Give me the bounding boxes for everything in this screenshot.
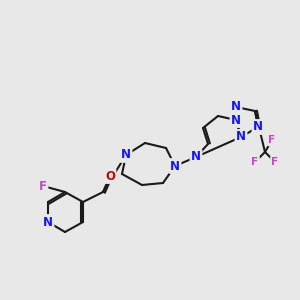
Text: N: N [121, 148, 131, 161]
Text: F: F [268, 135, 276, 145]
Text: F: F [39, 179, 47, 193]
Text: N: N [236, 130, 246, 143]
Text: O: O [105, 169, 115, 182]
Text: N: N [231, 100, 241, 113]
Text: F: F [272, 157, 279, 167]
Text: F: F [251, 157, 259, 167]
Text: N: N [43, 215, 53, 229]
Text: N: N [170, 160, 180, 172]
Text: N: N [253, 121, 263, 134]
Text: N: N [231, 113, 241, 127]
Text: N: N [191, 151, 201, 164]
